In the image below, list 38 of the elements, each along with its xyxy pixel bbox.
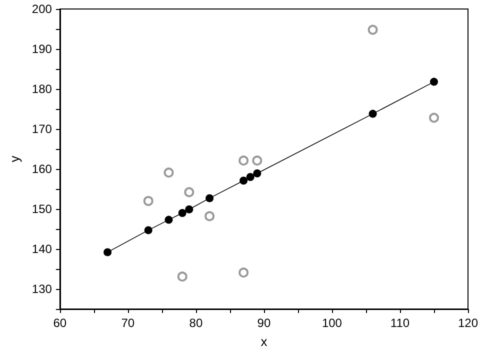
point xyxy=(206,194,214,202)
point xyxy=(368,110,377,118)
point xyxy=(178,209,186,217)
point xyxy=(164,168,174,178)
point xyxy=(144,226,152,234)
point xyxy=(246,173,254,181)
point xyxy=(252,156,262,166)
x-tick-label: 90 xyxy=(257,316,271,330)
x-tick-label: 110 xyxy=(390,316,410,330)
y-tick-label: 190 xyxy=(32,42,52,56)
x-tick-label: 80 xyxy=(189,316,203,330)
point xyxy=(185,205,194,214)
point xyxy=(253,169,262,178)
point xyxy=(164,216,173,224)
y-axis-title: y xyxy=(7,155,22,162)
x-axis-title: x xyxy=(260,334,268,349)
x-tick-label: 100 xyxy=(322,316,342,330)
y-tick-label: 140 xyxy=(32,242,52,256)
y-tick-label: 160 xyxy=(32,162,52,176)
point xyxy=(430,78,438,86)
y-tick-label: 150 xyxy=(32,202,52,216)
point xyxy=(204,211,215,222)
point xyxy=(368,24,378,35)
point xyxy=(429,112,439,123)
point xyxy=(104,248,112,256)
x-tick-label: 70 xyxy=(121,316,135,330)
point xyxy=(143,196,154,206)
point xyxy=(177,272,188,282)
point xyxy=(238,156,249,166)
x-tick-label: 120 xyxy=(458,316,478,330)
x-tick-label: 60 xyxy=(53,316,67,330)
y-tick-label: 180 xyxy=(32,82,52,96)
y-tick-label: 200 xyxy=(32,2,52,16)
y-tick-label: 130 xyxy=(32,282,52,296)
y-tick-label: 170 xyxy=(32,122,52,136)
point xyxy=(238,268,249,278)
point xyxy=(240,176,248,185)
point xyxy=(184,187,194,198)
